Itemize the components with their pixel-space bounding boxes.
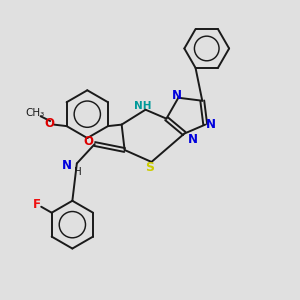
Text: N: N [206, 118, 216, 130]
Text: O: O [84, 135, 94, 148]
Text: F: F [33, 198, 41, 211]
Text: O: O [44, 117, 54, 130]
Text: S: S [146, 161, 154, 174]
Text: H: H [74, 167, 82, 177]
Text: NH: NH [134, 100, 152, 110]
Text: N: N [62, 159, 72, 172]
Text: CH₃: CH₃ [26, 108, 45, 118]
Text: N: N [188, 133, 198, 146]
Text: N: N [172, 89, 182, 102]
